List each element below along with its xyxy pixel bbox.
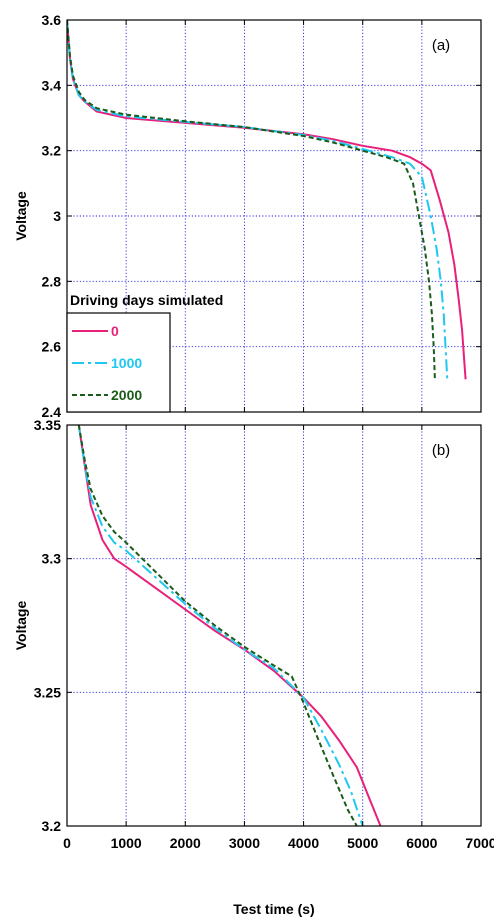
chart-b-frame: [66, 424, 482, 827]
chart-a-ytick-label: 3: [53, 208, 61, 224]
chart-a-legend-label-2000: 2000: [111, 387, 142, 403]
chart-b-series-group: [77, 425, 382, 826]
chart-a-series-line-0: [67, 20, 467, 380]
chart-b-xtick-label: 4000: [288, 835, 319, 851]
chart-a-series-line-1000: [67, 20, 449, 380]
chart-b-xtick-label: 6000: [406, 835, 437, 851]
chart-b-series-line-2000: [77, 425, 358, 826]
chart-a-ytick-label: 2.8: [42, 273, 62, 289]
chart-b-xtick-label: 1000: [111, 835, 142, 851]
chart-a-ytick-label: 2.6: [42, 339, 62, 355]
chart-a-legend-label-1000: 1000: [111, 355, 142, 371]
chart-b-xtick-label: 5000: [347, 835, 378, 851]
chart-a-legend-title: Driving days simulated: [70, 292, 223, 308]
chart-a-ytick-label: 3.2: [42, 143, 62, 159]
chart-a-series-group: [67, 20, 467, 380]
chart-b-ytick-label: 3.3: [42, 551, 62, 567]
chart-b-xlabel: Test time (s): [233, 901, 314, 917]
chart-b-xtick-label: 2000: [170, 835, 201, 851]
chart-b-xtick-label: 7000: [465, 835, 494, 851]
chart-b-ylabel: Voltage: [13, 601, 29, 651]
chart-b-ytick-label: 3.35: [34, 417, 61, 433]
chart-b-ytick-label: 3.25: [34, 684, 61, 700]
chart-a-legend-label-0: 0: [111, 323, 119, 339]
chart-a-panel-label: (a): [432, 37, 450, 54]
chart-b-xtick-label: 3000: [229, 835, 260, 851]
chart-a-ylabel: Voltage: [13, 191, 29, 241]
chart-b-series-line-1000: [77, 425, 364, 826]
chart-a-ytick-label: 2.4: [42, 404, 62, 420]
chart-a-ytick-label: 3.6: [42, 12, 62, 28]
chart-b-panel-label: (b): [432, 442, 450, 459]
chart-a-ytick-label: 3.4: [42, 77, 62, 93]
chart-b-plot-area: [67, 425, 481, 826]
chart-b-ytick-label: 3.2: [42, 818, 62, 834]
chart-b-series-line-0: [77, 425, 382, 826]
chart-a-series-line-2000: [67, 20, 436, 380]
chart-b-xtick-label: 0: [63, 835, 71, 851]
